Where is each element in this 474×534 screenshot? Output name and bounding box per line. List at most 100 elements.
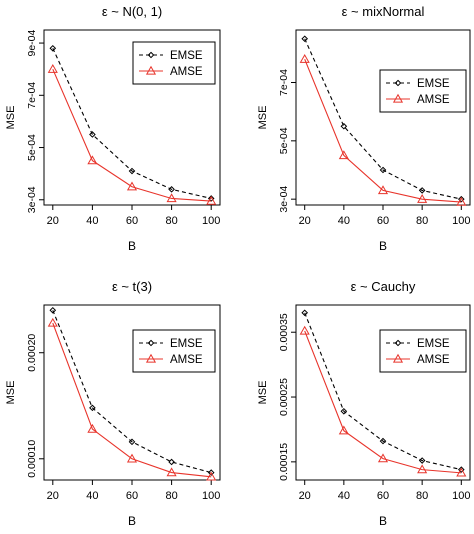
point-amse [166, 467, 177, 477]
x-tick-label: 100 [202, 215, 220, 227]
point-emse [49, 44, 57, 52]
x-tick-label: 100 [452, 490, 470, 502]
chart-title: ε ~ t(3) [112, 279, 152, 294]
legend-marker-emse [147, 51, 155, 59]
legend-marker-amse [145, 353, 157, 363]
x-axis-label: B [128, 239, 136, 253]
point-emse [89, 131, 96, 138]
legend-label: AMSE [170, 66, 203, 78]
x-tick-label: 20 [299, 490, 311, 502]
point-emse [168, 186, 175, 193]
y-tick-label: 5e-04 [26, 134, 38, 161]
point-emse [340, 407, 348, 415]
y-axis-label: MSE [257, 381, 269, 405]
x-axis-label: B [379, 514, 387, 528]
point-amse [299, 53, 310, 63]
legend-marker-emse [394, 79, 402, 87]
y-tick-label: 9e-04 [26, 29, 38, 56]
x-tick-label: 20 [47, 215, 59, 227]
legend-label: AMSE [170, 354, 203, 366]
panel-4: ε ~ Cauchy 20 40 60 80 100 B 0.00015 0.00025 0.00… [257, 279, 471, 528]
plot-frame [295, 29, 471, 206]
legend-marker-amse [392, 93, 404, 103]
y-tick-label: 3e-04 [26, 186, 38, 213]
y-tick-label: 0.00020 [26, 334, 38, 372]
point-emse [301, 309, 309, 317]
legend: EMSE AMSE [379, 69, 467, 113]
point-emse [128, 167, 136, 175]
point-emse [89, 404, 96, 412]
legend-marker-amse [392, 353, 404, 363]
y-tick-label: 3e-04 [278, 186, 290, 213]
point-amse [126, 181, 138, 191]
legend-label: AMSE [417, 94, 450, 106]
point-emse [207, 469, 215, 476]
point-emse [301, 35, 309, 43]
point-amse [126, 453, 138, 463]
point-amse [377, 185, 389, 195]
y-tick-label: 7e-04 [278, 69, 290, 96]
point-amse [47, 317, 58, 327]
y-tick-label: 0.00025 [278, 378, 290, 416]
x-tick-label: 60 [377, 490, 389, 502]
point-emse [418, 187, 426, 194]
chart-title: ε ~ N(0, 1) [102, 4, 162, 19]
x-tick-label: 60 [377, 215, 389, 227]
point-emse [418, 457, 426, 464]
legend-label: EMSE [417, 338, 450, 350]
x-tick-label: 80 [416, 490, 428, 502]
series-line-amse [52, 68, 212, 202]
legend-label: EMSE [170, 338, 203, 350]
legend-marker-emse [147, 339, 155, 347]
y-tick-label: 5e-04 [278, 127, 290, 154]
series-line-emse [52, 48, 212, 200]
point-amse [299, 325, 310, 335]
series-line-amse [304, 330, 462, 474]
point-amse [417, 193, 428, 203]
y-tick-label: 7e-04 [26, 82, 38, 109]
legend-box [379, 329, 467, 373]
x-axis-label: B [379, 239, 387, 253]
point-emse [379, 166, 387, 174]
series-line-emse [304, 38, 462, 200]
legend-marker-emse [394, 339, 402, 347]
x-tick-label: 80 [416, 215, 428, 227]
legend-box [132, 329, 216, 373]
x-tick-label: 80 [165, 215, 177, 227]
point-amse [87, 423, 98, 433]
point-emse [168, 458, 175, 466]
legend-label: EMSE [417, 78, 450, 90]
panel-3: ε ~ t(3) 20 40 60 80 100 B 0.00010 0.00020 MSE EMS… [5, 279, 221, 528]
x-axis-label: B [128, 514, 136, 528]
x-tick-label: 60 [126, 215, 138, 227]
legend: EMSE AMSE [379, 329, 467, 373]
y-tick-label: 0.00010 [26, 440, 38, 478]
x-tick-label: 20 [299, 215, 311, 227]
y-axis-label: MSE [257, 106, 269, 130]
series-line-amse [304, 58, 462, 203]
point-amse [166, 193, 177, 203]
legend-label: EMSE [170, 50, 203, 62]
panel-2: ε ~ mixNormal 20 40 60 80 100 B 3e-04 5e-04 7e-04… [257, 4, 471, 253]
x-tick-label: 40 [338, 490, 350, 502]
x-tick-label: 40 [86, 215, 98, 227]
x-tick-label: 40 [86, 490, 98, 502]
legend-box [379, 69, 467, 113]
chart-title: ε ~ mixNormal [342, 4, 425, 19]
point-emse [457, 466, 465, 473]
legend: EMSE AMSE [132, 329, 216, 373]
series-line-amse [52, 322, 212, 478]
legend-marker-amse [145, 65, 157, 75]
point-emse [379, 437, 387, 445]
point-amse [377, 453, 389, 463]
point-amse [338, 425, 349, 435]
panel-1: ε ~ N(0, 1) 20 40 60 80 100 B 3e-04 5e-04 7e-04 9e… [5, 4, 221, 253]
legend: EMSE AMSE [132, 41, 216, 85]
point-emse [340, 122, 348, 130]
x-tick-label: 80 [165, 490, 177, 502]
point-amse [87, 155, 98, 165]
point-amse [47, 63, 58, 73]
x-tick-label: 20 [47, 490, 59, 502]
point-amse [338, 150, 349, 160]
